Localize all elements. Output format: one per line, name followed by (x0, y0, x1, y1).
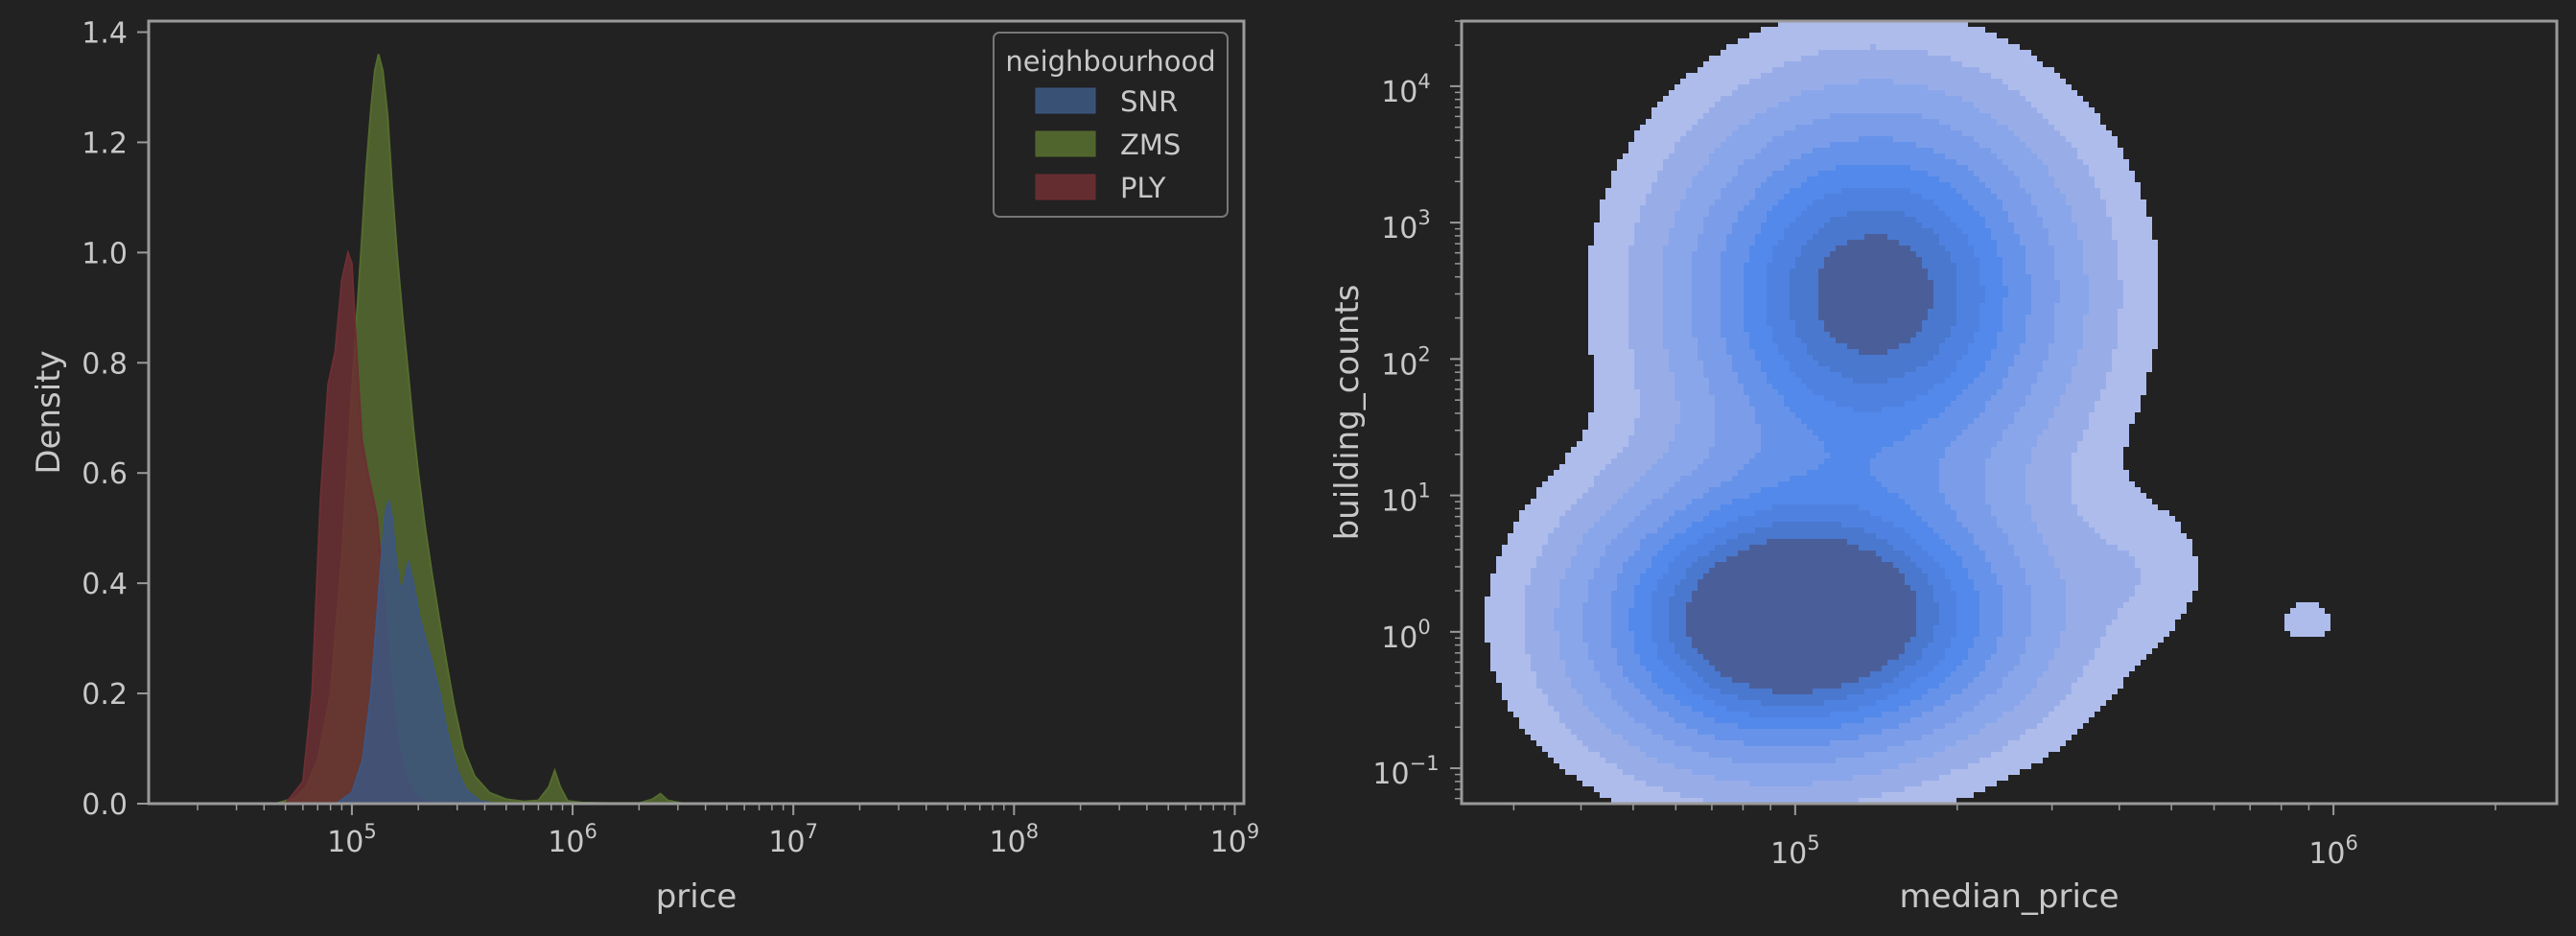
left-y-tick-label: 0.6 (82, 457, 128, 491)
left-x-tick-label-base: 10 (1210, 826, 1247, 859)
legend: neighbourhood SNR ZMS PLY (993, 32, 1229, 218)
right-x-tick-label-base: 10 (1770, 837, 1807, 871)
right-y-tick-label: 102 (1381, 342, 1431, 382)
right-x-axis-label: median_price (1899, 878, 2119, 916)
kde-contour-layer (1485, 21, 2330, 804)
right-y-tick-label-base: 10 (1381, 621, 1417, 655)
legend-swatch-ply (1035, 174, 1096, 200)
right-y-tick-label-base: 10 (1381, 76, 1417, 109)
left-x-tick-label-base: 10 (327, 826, 363, 859)
left-y-tick-label: 0.2 (82, 678, 128, 712)
legend-label-snr: SNR (1120, 85, 1178, 118)
right-y-tick-label: 101 (1381, 480, 1431, 519)
right-y-tick-label-exponent: 0 (1417, 616, 1430, 639)
left-x-tick-label: 105 (327, 820, 377, 859)
left-x-tick-label-exponent: 6 (584, 820, 597, 843)
right-y-tick-label-base: 10 (1381, 348, 1417, 382)
right-y-tick-label: 103 (1381, 206, 1431, 246)
left-y-axis-label: Density (30, 350, 68, 474)
left-series-layer (274, 54, 685, 805)
left-x-tick-label-base: 10 (548, 826, 584, 859)
right-y-tick-label: 104 (1381, 70, 1431, 109)
left-y-tick-label: 0.4 (82, 568, 128, 601)
right-y-tick-label-exponent: −1 (1410, 752, 1440, 775)
kde-level-9 (1686, 234, 1933, 694)
right-y-tick-label-exponent: 1 (1417, 480, 1430, 503)
left-x-tick-label-base: 10 (768, 826, 805, 859)
left-y-tick-label: 1.0 (82, 237, 128, 270)
legend-title: neighbourhood (1005, 45, 1215, 78)
density-area-snr (333, 500, 497, 805)
right-y-tick-label-base: 10 (1381, 485, 1417, 519)
right-y-tick-label-base: 10 (1372, 758, 1409, 791)
left-x-tick-label-exponent: 9 (1247, 820, 1259, 843)
right-y-tick-label: 100 (1381, 616, 1431, 655)
legend-label-ply: PLY (1120, 172, 1166, 204)
left-x-tick-label: 109 (1210, 820, 1260, 859)
right-axes-frame (1460, 19, 2559, 806)
left-x-tick-label-exponent: 7 (806, 820, 818, 843)
right-y-tick-label-exponent: 2 (1417, 342, 1430, 365)
legend-swatch-snr (1035, 87, 1096, 114)
right-x-tick-label-exponent: 6 (2346, 831, 2358, 854)
right-y-tick-label-exponent: 4 (1417, 70, 1430, 93)
legend-label-zms: ZMS (1120, 129, 1181, 161)
right-y-tick-label-exponent: 3 (1417, 206, 1430, 229)
right-x-tick-label-exponent: 5 (1807, 831, 1819, 854)
right-y-tick-label: 10−1 (1372, 752, 1439, 791)
left-x-tick-label-exponent: 5 (363, 820, 376, 843)
right-x-tick-label: 105 (1770, 831, 1820, 871)
left-y-tick-label: 0.8 (82, 347, 128, 381)
legend-box (993, 32, 1229, 218)
legend-swatch-zms (1035, 130, 1096, 157)
left-x-tick-label-base: 10 (990, 826, 1026, 859)
left-x-tick-label-exponent: 8 (1026, 820, 1039, 843)
left-x-tick-label: 106 (548, 820, 597, 859)
left-x-tick-label: 108 (990, 820, 1040, 859)
right-x-tick-label: 106 (2308, 831, 2358, 871)
left-x-tick-label: 107 (768, 820, 818, 859)
right-y-tick-label-base: 10 (1381, 212, 1417, 246)
left-y-tick-label: 0.0 (82, 788, 128, 822)
left-axes-frame (147, 19, 1246, 806)
legend-entries: SNR ZMS PLY (1035, 85, 1181, 204)
left-y-tick-label: 1.2 (82, 127, 128, 160)
right-y-axis-label: building_counts (1328, 285, 1367, 541)
right-x-tick-label-base: 10 (2308, 837, 2345, 871)
left-y-tick-label: 1.4 (82, 16, 128, 50)
left-x-axis-label: price (656, 878, 738, 916)
